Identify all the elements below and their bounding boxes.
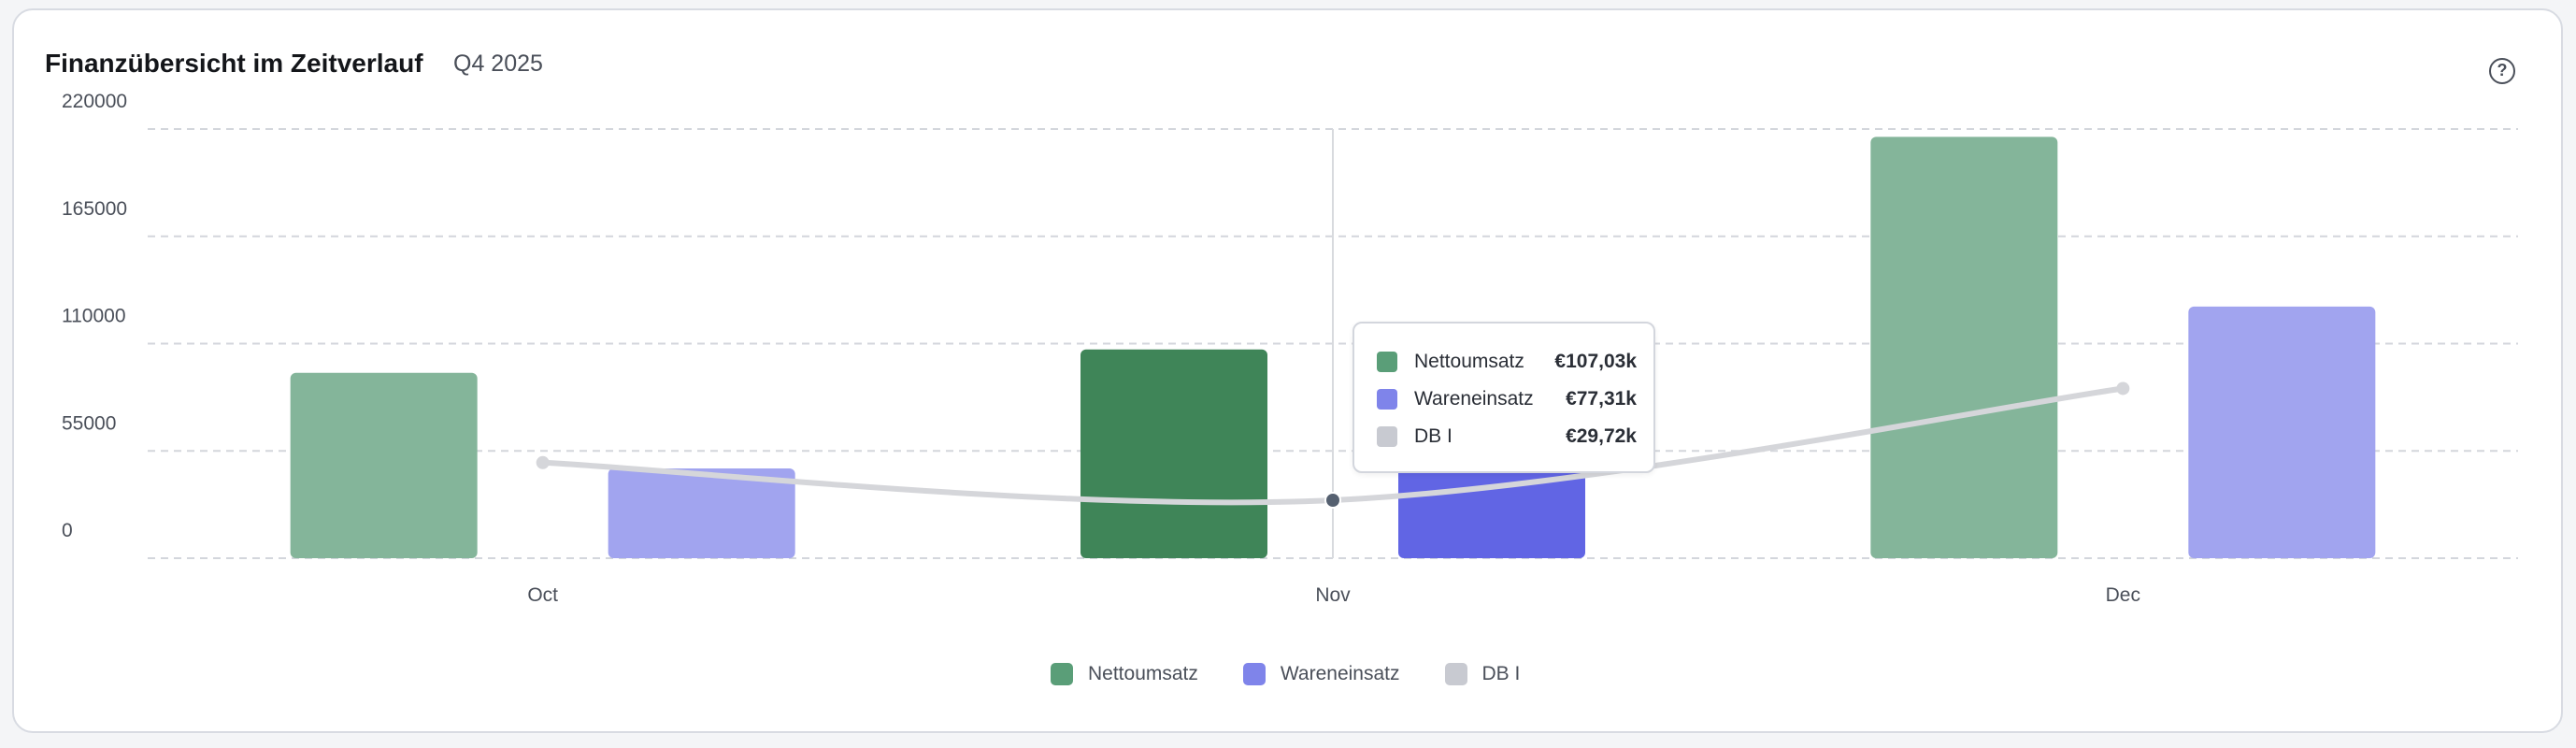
y-tick-label: 55000 (62, 412, 116, 434)
tooltip-value: €77,31k (1566, 388, 1637, 410)
x-tick-label: Dec (2106, 584, 2140, 606)
period-label: Q4 2025 (453, 50, 543, 77)
tooltip-label: Wareneinsatz (1414, 388, 1534, 410)
bar-nettoumsatz (1870, 137, 2058, 558)
legend-swatch (1051, 663, 1073, 685)
legend-label: Wareneinsatz (1280, 663, 1400, 684)
tooltip-row-wareneinsatz: Wareneinsatz €77,31k (1377, 385, 1637, 413)
legend-item-nettoumsatz[interactable]: Nettoumsatz (1051, 663, 1198, 685)
legend-swatch (1242, 663, 1266, 685)
y-tick-label: 0 (62, 520, 73, 541)
line-point-db-i (1324, 491, 1341, 509)
y-tick-label: 110000 (62, 306, 126, 327)
tooltip-row-db-i: DB I €29,72k (1377, 423, 1637, 451)
tooltip-row-nettoumsatz: Nettoumsatz €107,03k (1377, 348, 1637, 376)
line-point-db-i (2116, 381, 2130, 396)
legend-label: DB I (1481, 663, 1521, 684)
legend-item-wareneinsatz[interactable]: Wareneinsatz (1242, 663, 1400, 685)
x-tick-label: Oct (527, 584, 558, 606)
x-tick-label: Nov (1315, 584, 1351, 606)
y-tick-label: 165000 (62, 198, 127, 220)
tooltip-value: €29,72k (1566, 425, 1637, 447)
chart-title: Finanzübersicht im Zeitverlauf (45, 49, 423, 78)
bar-nettoumsatz (290, 372, 478, 558)
legend-swatch (1444, 663, 1467, 685)
legend-item-db-i[interactable]: DB I (1444, 663, 1521, 685)
bar-wareneinsatz (608, 468, 795, 558)
question-circle-icon[interactable]: ? (2489, 58, 2515, 84)
tooltip-value: €107,03k (1554, 351, 1637, 372)
y-tick-label: 220000 (62, 91, 127, 112)
bar-wareneinsatz (2188, 306, 2376, 558)
tooltip-swatch (1377, 352, 1397, 372)
chart-tooltip: Nettoumsatz €107,03k Wareneinsatz €77,31… (1352, 322, 1655, 473)
tooltip-swatch (1377, 389, 1397, 410)
tooltip-swatch (1377, 426, 1397, 447)
legend-label: Nettoumsatz (1088, 663, 1198, 684)
chart-legend: Nettoumsatz Wareneinsatz DB I (1051, 660, 1565, 688)
tooltip-label: Nettoumsatz (1414, 351, 1524, 372)
line-point-db-i (536, 455, 550, 469)
tooltip-label: DB I (1414, 425, 1453, 447)
bar-nettoumsatz (1080, 349, 1267, 558)
